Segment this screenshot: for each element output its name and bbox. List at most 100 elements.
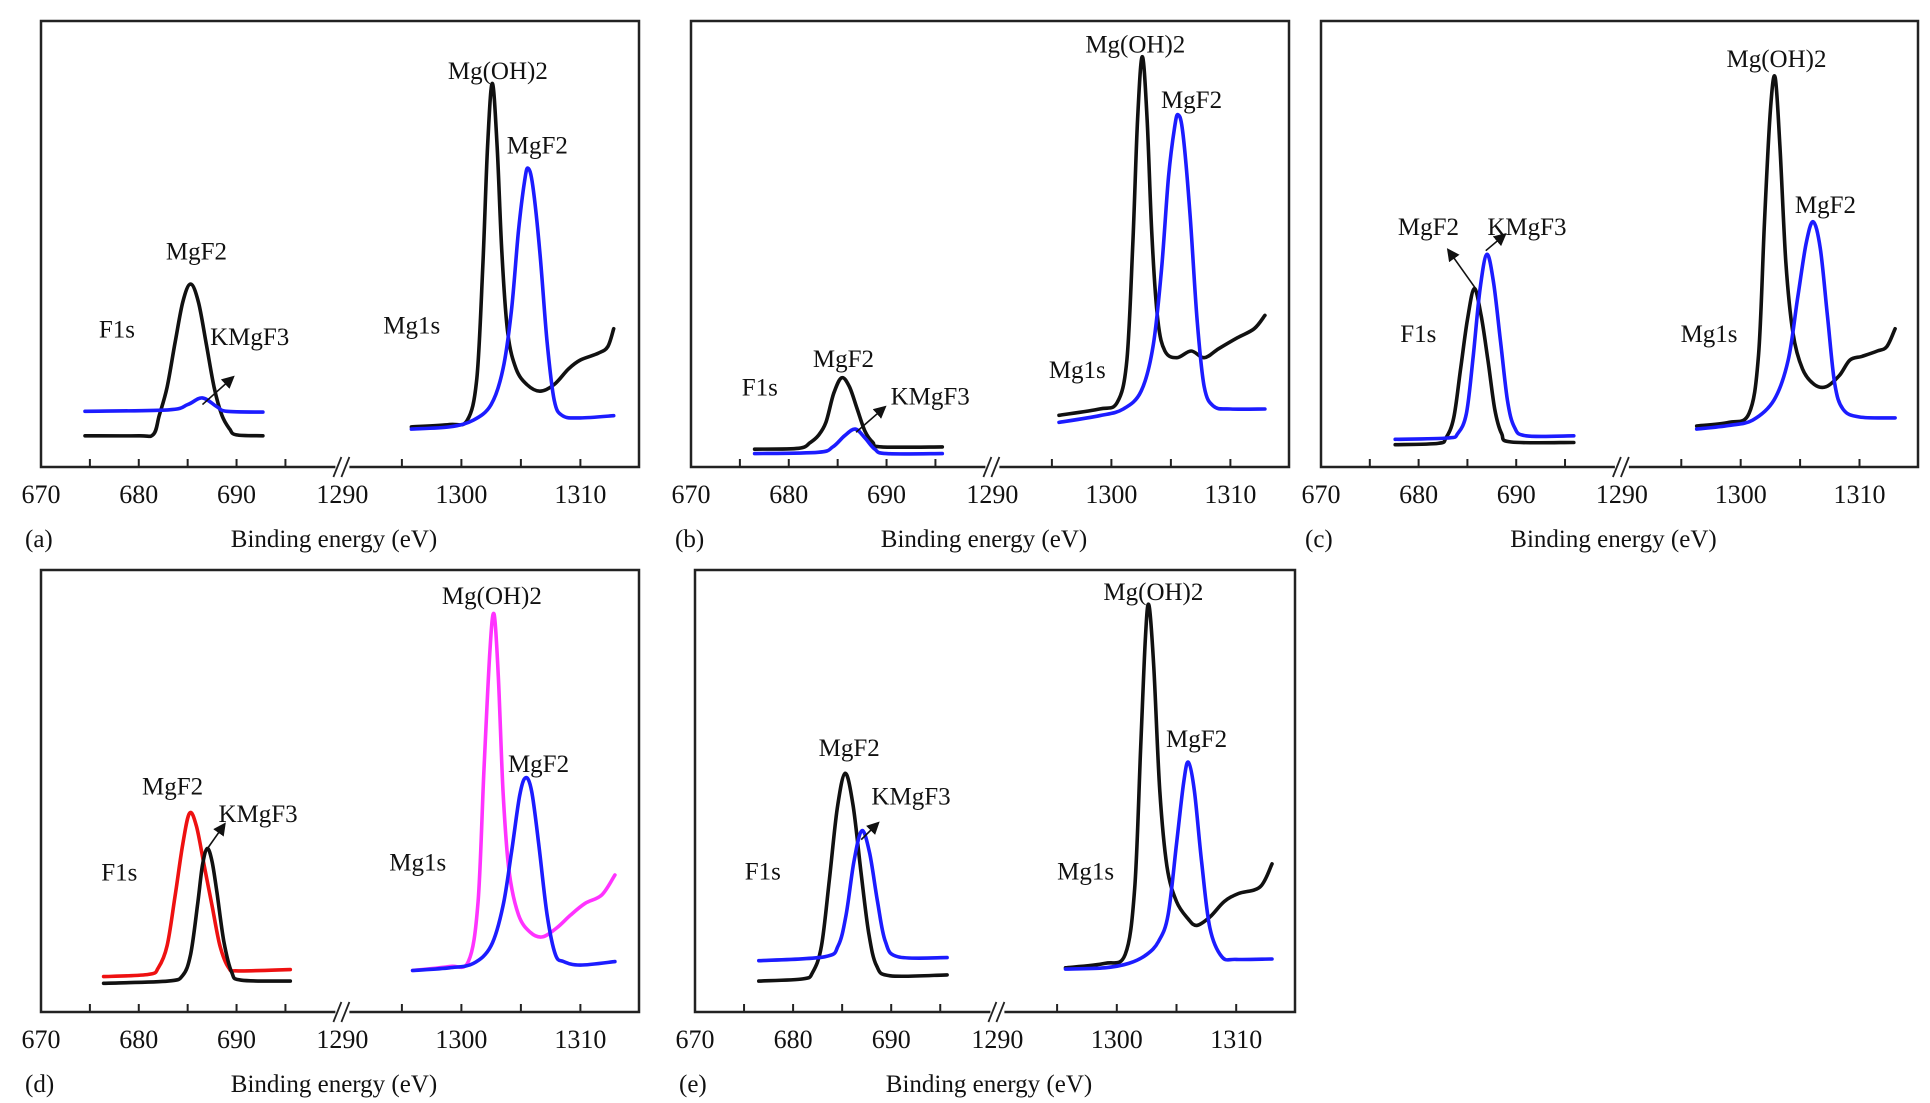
x-axis-title: Binding energy (eV) xyxy=(231,1071,437,1098)
x-tick-label: 670 xyxy=(22,480,61,509)
spectrum-line-4 xyxy=(1063,760,1274,971)
panel-e: 670 680 690 1290 1300 1310 Mg(OH)2 MgF2 MgF2 F1s K… xyxy=(676,568,1297,1098)
axis-break-gap xyxy=(335,1009,350,1015)
mg-oh2-label: Mg(OH)2 xyxy=(1727,46,1827,73)
f1s-label: F1s xyxy=(99,317,135,344)
axis-break-gap xyxy=(985,464,1000,470)
axis-break-mark xyxy=(332,456,343,478)
x-tick-label: 670 xyxy=(1302,480,1341,509)
x-tick-label: 1290 xyxy=(971,1025,1023,1054)
x-tick-label: 690 xyxy=(217,480,256,509)
axis-break-mark xyxy=(990,456,1001,478)
x-tick-label: 1310 xyxy=(554,480,606,509)
axis-break-mark xyxy=(987,1001,998,1023)
x-tick-label: 690 xyxy=(867,480,906,509)
axis-break-gap xyxy=(1614,464,1629,470)
spectrum-line-3 xyxy=(409,81,616,429)
mg1s-label: Mg1s xyxy=(1057,859,1114,886)
x-tick-label: 1300 xyxy=(1091,1025,1143,1054)
axis-break-mark xyxy=(332,1001,343,1023)
x-tick-label: 1290 xyxy=(316,1025,368,1054)
mg1s-label: Mg1s xyxy=(1049,357,1106,384)
mg1s-label: Mg1s xyxy=(383,312,440,339)
kmgf3-label: KMgF3 xyxy=(871,783,950,810)
f1s-label: F1s xyxy=(1400,321,1436,348)
annotation-arrow xyxy=(1446,248,1476,289)
spectrum-line-4 xyxy=(409,166,616,431)
panel-c: 670 680 690 1290 1300 1310 Mg(OH)2 MgF2 MgF2 F1s K… xyxy=(1302,19,1920,553)
x-tick-label: 670 xyxy=(676,1025,715,1054)
x-tick-label: 1310 xyxy=(1210,1025,1262,1054)
spectrum-line-3 xyxy=(410,611,617,973)
kmgf3-label: KMgF3 xyxy=(891,384,970,411)
x-tick-label: 1300 xyxy=(435,1025,487,1054)
annotation-arrow xyxy=(855,405,887,433)
mgf2-f1s-label: MgF2 xyxy=(1398,214,1459,241)
panel-b: 670 680 690 1290 1300 1310 Mg(OH)2 MgF2 MgF2 F1s K… xyxy=(672,19,1291,553)
axis-break-mark xyxy=(982,456,993,478)
x-tick-label: 690 xyxy=(217,1025,256,1054)
x-tick-label: 1300 xyxy=(1715,480,1767,509)
x-tick-label: 690 xyxy=(872,1025,911,1054)
mgf2-mg1s-label: MgF2 xyxy=(1795,192,1856,219)
f1s-label: F1s xyxy=(101,859,137,886)
axis-break-gap xyxy=(990,1009,1005,1015)
spectrum-line-1 xyxy=(1393,286,1576,447)
annotation-arrow xyxy=(1485,233,1507,252)
spectrum-line-3 xyxy=(1057,54,1267,418)
x-tick-label: 1310 xyxy=(554,1025,606,1054)
mg-oh2-label: Mg(OH)2 xyxy=(442,583,542,610)
mgf2-mg1s-label: MgF2 xyxy=(508,751,569,778)
mg-oh2-label: Mg(OH)2 xyxy=(1103,579,1203,606)
spectrum-line-2 xyxy=(757,828,949,963)
panel-d: 670 680 690 1290 1300 1310 Mg(OH)2 MgF2 MgF2 F1s K… xyxy=(22,568,641,1098)
f1s-label: F1s xyxy=(742,375,778,402)
axis-break-gap xyxy=(335,464,350,470)
mgf2-f1s-label: MgF2 xyxy=(142,773,203,800)
spectrum-line-3 xyxy=(1694,74,1897,428)
mg-oh2-label: Mg(OH)2 xyxy=(448,58,548,85)
x-tick-label: 1310 xyxy=(1833,480,1885,509)
spectrum-line-2 xyxy=(752,427,945,456)
spectrum-line-4 xyxy=(1694,219,1897,431)
axis-break-mark xyxy=(1620,456,1630,478)
kmgf3-label: KMgF3 xyxy=(1487,214,1566,241)
spectrum-line-1 xyxy=(752,375,945,451)
mg1s-label: Mg1s xyxy=(389,850,446,877)
panel-label: (c) xyxy=(1305,526,1333,553)
kmgf3-label: KMgF3 xyxy=(210,324,289,351)
annotation-arrow xyxy=(201,375,235,406)
spectrum-line-4 xyxy=(410,775,617,973)
plot-frame xyxy=(1319,19,1920,469)
spectrum-line-1 xyxy=(757,771,949,983)
plot-frame xyxy=(39,19,641,469)
axis-break-mark xyxy=(340,1001,351,1023)
axis-break-mark xyxy=(1612,456,1622,478)
x-tick-label: 690 xyxy=(1497,480,1536,509)
x-tick-label: 1310 xyxy=(1204,480,1256,509)
spectrum-line-1 xyxy=(83,282,265,439)
x-tick-label: 1290 xyxy=(1596,480,1648,509)
x-tick-label: 680 xyxy=(774,1025,813,1054)
annotation-arrow xyxy=(207,822,226,848)
plot-frame xyxy=(39,568,641,1014)
panel-label: (d) xyxy=(25,1071,54,1098)
x-tick-label: 680 xyxy=(769,480,808,509)
mgf2-mg1s-label: MgF2 xyxy=(1166,726,1227,753)
mg-oh2-label: Mg(OH)2 xyxy=(1085,31,1185,58)
x-tick-label: 1300 xyxy=(435,480,487,509)
panel-label: (e) xyxy=(679,1071,707,1098)
annotation-arrow xyxy=(860,821,880,841)
axis-break-mark xyxy=(340,456,351,478)
panel-label: (a) xyxy=(25,526,53,553)
mgf2-mg1s-label: MgF2 xyxy=(507,133,568,160)
spectrum-line-2 xyxy=(101,846,293,986)
spectrum-line-2 xyxy=(1393,252,1576,442)
spectrum-line-3 xyxy=(1063,602,1274,970)
x-tick-label: 680 xyxy=(119,480,158,509)
x-tick-label: 1290 xyxy=(966,480,1018,509)
x-axis-title: Binding energy (eV) xyxy=(231,526,437,553)
mgf2-f1s-label: MgF2 xyxy=(819,735,880,762)
mg1s-label: Mg1s xyxy=(1681,321,1738,348)
